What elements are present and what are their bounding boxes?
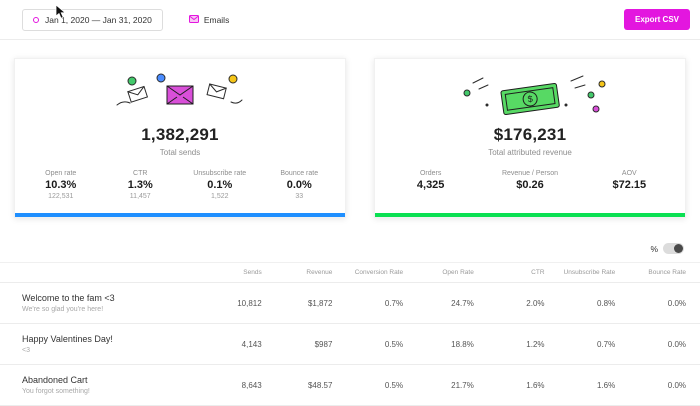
unsubscribe-rate-cell: 0.8% <box>558 282 630 324</box>
metric-sub: 11,457 <box>129 193 151 200</box>
open-rate-cell: 18.8% <box>417 323 488 365</box>
revenue-per-person-metric: Revenue / Person $0.26 <box>480 170 579 191</box>
green-accent-bar <box>375 213 685 217</box>
campaign-title: Abandoned Cart <box>22 375 88 385</box>
metric-label: AOV <box>621 170 637 177</box>
metric-label: Orders <box>419 170 442 177</box>
emails-label: Emails <box>203 14 230 25</box>
display-mode-controls: % <box>0 243 700 254</box>
display-mode-toggle[interactable] <box>663 243 684 254</box>
sends-cell: 10,812 <box>205 282 276 324</box>
col-header-ctr: CTR <box>487 262 559 283</box>
money-illustration: $ <box>375 67 685 125</box>
metric-label: Open rate <box>45 170 77 177</box>
revenue-metrics: Orders 4,325 Revenue / Person $0.26 AOV … <box>375 170 685 191</box>
ctr-metric: CTR 1.3% 11,457 <box>101 170 181 200</box>
total-sends-label: Total sends <box>159 148 201 157</box>
metric-value: 4,325 <box>416 179 445 191</box>
unsubscribe-rate-metric: Unsubscribe rate 0.1% 1,522 <box>180 170 260 200</box>
col-header-bounce-rate: Bounce Rate <box>629 262 700 283</box>
table-row[interactable]: Welcome to the fam <3 We're so glad you'… <box>0 282 700 324</box>
revenue-cell: $48.57 <box>275 364 347 406</box>
mail-illustration <box>15 67 345 125</box>
revenue-cell: $1,872 <box>275 282 347 324</box>
export-csv-button[interactable]: Export CSV <box>623 9 690 30</box>
sends-cell: 8,643 <box>205 364 276 406</box>
col-header-conversion-rate: Conversion Rate <box>346 262 418 283</box>
open-rate-metric: Open rate 10.3% 122,531 <box>21 170 101 200</box>
bounce-rate-cell: 0.0% <box>629 364 700 406</box>
conversion-rate-cell: 0.7% <box>346 282 418 324</box>
svg-text:$: $ <box>527 94 533 105</box>
col-header-revenue: Revenue <box>275 262 347 283</box>
campaign-subtitle: You forgot something! <box>22 388 90 395</box>
metric-value: 1.3% <box>127 179 153 191</box>
metric-value: $0.26 <box>516 179 544 191</box>
metric-value: 0.1% <box>207 179 233 191</box>
date-range-picker[interactable]: Jan 1, 2020 — Jan 31, 2020 <box>22 8 163 31</box>
campaign-name-cell[interactable]: Abandoned Cart You forgot something! <box>0 364 205 406</box>
aov-metric: AOV $72.15 <box>580 170 679 191</box>
bounce-rate-metric: Bounce rate 0.0% 33 <box>260 170 340 200</box>
ctr-cell: 2.0% <box>487 282 559 324</box>
col-header-sends: Sends <box>205 262 276 283</box>
percent-icon[interactable]: % <box>650 243 658 254</box>
topbar: Jan 1, 2020 — Jan 31, 2020 Emails Export… <box>0 0 700 40</box>
table-row[interactable]: Abandoned Cart You forgot something! 8,6… <box>0 364 700 406</box>
metric-value: 0.0% <box>286 179 312 191</box>
table-header-row: Sends Revenue Conversion Rate Open Rate … <box>0 262 700 283</box>
metric-label: CTR <box>133 170 148 177</box>
blue-accent-bar <box>15 213 345 217</box>
emails-filter[interactable]: Emails <box>188 14 230 25</box>
total-sends-card: 1,382,291 Total sends Open rate 10.3% 12… <box>14 58 346 218</box>
bounce-rate-cell: 0.0% <box>629 282 700 324</box>
open-rate-cell: 21.7% <box>417 364 488 406</box>
metric-sub: 1,522 <box>210 193 229 200</box>
conversion-rate-cell: 0.5% <box>346 364 418 406</box>
metric-value: 10.3% <box>45 179 77 191</box>
summary-cards: 1,382,291 Total sends Open rate 10.3% 12… <box>0 58 700 218</box>
campaign-title: Happy Valentines Day! <box>22 334 113 344</box>
unsubscribe-rate-cell: 0.7% <box>558 323 630 365</box>
col-header-open-rate: Open Rate <box>417 262 488 283</box>
metric-value: $72.15 <box>612 179 647 191</box>
sends-cell: 4,143 <box>205 323 276 365</box>
table-row[interactable]: Happy Valentines Day! <3 4,143 $987 0.5%… <box>0 323 700 365</box>
metric-label: Revenue / Person <box>501 170 559 177</box>
ctr-cell: 1.6% <box>487 364 559 406</box>
metric-label: Unsubscribe rate <box>193 170 247 177</box>
revenue-cell: $987 <box>275 323 347 365</box>
sends-metrics: Open rate 10.3% 122,531 CTR 1.3% 11,457 … <box>15 170 345 200</box>
orders-metric: Orders 4,325 <box>381 170 480 191</box>
total-revenue-card: $ $176,231 Total attributed revenue Orde… <box>374 58 686 218</box>
campaign-name-cell[interactable]: Welcome to the fam <3 We're so glad you'… <box>0 282 205 324</box>
date-range-label: Jan 1, 2020 — Jan 31, 2020 <box>45 14 152 25</box>
campaign-title: Welcome to the fam <3 <box>22 293 115 303</box>
metric-sub: 33 <box>295 193 304 200</box>
total-revenue-value: $176,231 <box>493 125 567 144</box>
campaign-table: Sends Revenue Conversion Rate Open Rate … <box>0 262 700 406</box>
open-rate-cell: 24.7% <box>417 282 488 324</box>
metric-sub: 122,531 <box>48 193 74 200</box>
col-header-campaign <box>0 262 205 283</box>
campaign-subtitle: <3 <box>22 347 30 354</box>
total-sends-value: 1,382,291 <box>141 125 219 144</box>
bounce-rate-cell: 0.0% <box>629 323 700 365</box>
date-range-dot-icon <box>33 16 39 23</box>
envelope-icon <box>188 14 199 25</box>
ctr-cell: 1.2% <box>487 323 559 365</box>
unsubscribe-rate-cell: 1.6% <box>558 364 630 406</box>
col-header-unsubscribe-rate: Unsubscribe Rate <box>558 262 630 283</box>
campaign-subtitle: We're so glad you're here! <box>22 306 104 313</box>
campaign-name-cell[interactable]: Happy Valentines Day! <3 <box>0 323 205 365</box>
conversion-rate-cell: 0.5% <box>346 323 418 365</box>
metric-label: Bounce rate <box>280 170 319 177</box>
total-revenue-label: Total attributed revenue <box>488 148 572 157</box>
